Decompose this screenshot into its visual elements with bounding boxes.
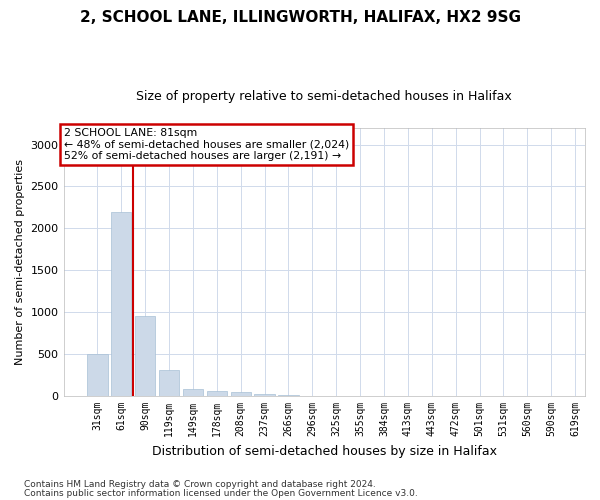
Bar: [230, 392, 251, 396]
X-axis label: Distribution of semi-detached houses by size in Halifax: Distribution of semi-detached houses by …: [152, 444, 497, 458]
Title: Size of property relative to semi-detached houses in Halifax: Size of property relative to semi-detach…: [136, 90, 512, 103]
Text: 2, SCHOOL LANE, ILLINGWORTH, HALIFAX, HX2 9SG: 2, SCHOOL LANE, ILLINGWORTH, HALIFAX, HX…: [79, 10, 521, 25]
Bar: [135, 316, 155, 396]
Bar: [278, 395, 299, 396]
Bar: [87, 354, 107, 396]
Text: Contains public sector information licensed under the Open Government Licence v3: Contains public sector information licen…: [24, 488, 418, 498]
Bar: [206, 390, 227, 396]
Text: Contains HM Land Registry data © Crown copyright and database right 2024.: Contains HM Land Registry data © Crown c…: [24, 480, 376, 489]
Bar: [254, 394, 275, 396]
Bar: [111, 212, 131, 396]
Y-axis label: Number of semi-detached properties: Number of semi-detached properties: [15, 159, 25, 365]
Bar: [159, 370, 179, 396]
Text: 2 SCHOOL LANE: 81sqm
← 48% of semi-detached houses are smaller (2,024)
52% of se: 2 SCHOOL LANE: 81sqm ← 48% of semi-detac…: [64, 128, 349, 161]
Bar: [183, 389, 203, 396]
